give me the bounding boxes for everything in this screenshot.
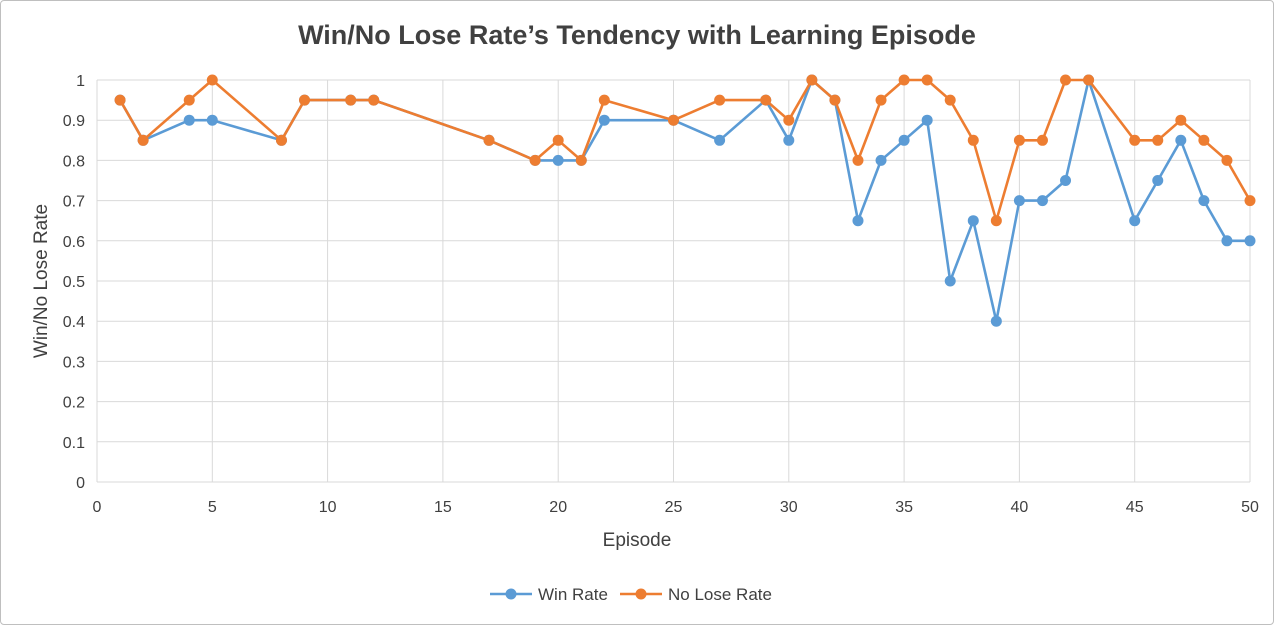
x-tick-label: 5 (208, 499, 217, 516)
data-point (552, 154, 564, 166)
data-point (898, 134, 910, 146)
y-tick-label: 0.5 (63, 274, 85, 291)
x-tick-labels: 0 5 10 15 20 25 30 35 40 45 50 (93, 499, 1259, 516)
legend-item: No Lose Rate (620, 585, 772, 604)
data-point (714, 134, 726, 146)
data-point (898, 74, 910, 86)
data-point (921, 114, 933, 126)
data-point (990, 215, 1002, 227)
y-tick-label: 0.9 (63, 113, 85, 130)
data-point (206, 114, 218, 126)
y-tick-label: 0.7 (63, 194, 85, 211)
legend-label: No Lose Rate (668, 585, 772, 604)
x-tick-label: 0 (93, 499, 102, 516)
data-point (1013, 195, 1025, 207)
legend-swatch-marker (635, 588, 647, 600)
gridlines (96, 79, 1251, 483)
data-point (714, 94, 726, 106)
data-point (368, 94, 380, 106)
y-tick-label: 0.8 (63, 153, 85, 170)
data-point (183, 94, 195, 106)
data-point (1221, 154, 1233, 166)
data-point (1198, 195, 1210, 207)
data-point (1152, 175, 1164, 186)
data-point (990, 315, 1002, 327)
x-tick-label: 20 (549, 499, 567, 516)
data-point (529, 154, 541, 166)
data-point (1244, 195, 1256, 207)
y-tick-label: 0.2 (63, 395, 85, 412)
y-axis-label: Win/No Lose Rate (31, 204, 52, 358)
legend-label: Win Rate (538, 585, 608, 604)
data-point (921, 74, 933, 86)
data-point (875, 94, 887, 106)
data-point (1129, 134, 1141, 146)
data-point (575, 154, 587, 166)
data-point (783, 134, 795, 146)
y-tick-label: 0 (76, 475, 85, 492)
data-point (1083, 74, 1095, 86)
legend: Win Rate No Lose Rate (490, 585, 772, 604)
data-point (668, 114, 679, 126)
data-point (1175, 134, 1187, 146)
chart-title: Win/No Lose Rate’s Tendency with Learnin… (298, 20, 976, 50)
series-1 (114, 74, 1256, 227)
data-point (598, 114, 610, 126)
x-tick-label: 45 (1126, 499, 1144, 516)
data-point (760, 94, 772, 106)
data-point (783, 114, 795, 126)
y-tick-labels: 0 0.1 0.2 0.3 0.4 0.5 0.6 0.7 0.8 0.9 1 (63, 73, 85, 492)
x-tick-label: 35 (895, 499, 913, 516)
data-point (1060, 175, 1072, 186)
data-point (483, 134, 495, 146)
data-point (1198, 134, 1210, 146)
y-tick-label: 0.4 (63, 314, 85, 331)
data-point (1013, 134, 1025, 146)
data-point (1036, 134, 1048, 146)
data-point (1036, 195, 1048, 207)
x-axis-label: Episode (603, 530, 672, 551)
data-point (206, 74, 218, 86)
data-point (1175, 114, 1187, 126)
x-tick-label: 40 (1011, 499, 1029, 516)
y-tick-label: 0.3 (63, 354, 85, 371)
data-point (137, 134, 149, 146)
y-tick-label: 0.1 (63, 435, 85, 452)
x-tick-label: 10 (319, 499, 337, 516)
legend-swatch-marker (505, 588, 517, 600)
data-point (1060, 74, 1072, 86)
data-point (598, 94, 610, 106)
legend-item: Win Rate (490, 585, 608, 604)
y-tick-label: 0.6 (63, 234, 85, 251)
data-point (852, 154, 864, 166)
data-point (944, 275, 956, 287)
data-point (1152, 134, 1164, 146)
data-point (852, 215, 864, 227)
series-line (118, 78, 1252, 222)
data-point (1221, 235, 1233, 247)
data-point (875, 154, 887, 166)
data-point (967, 134, 979, 146)
x-tick-label: 15 (434, 499, 452, 516)
data-point (944, 94, 956, 106)
data-point (275, 134, 287, 146)
data-point (1244, 235, 1256, 247)
data-point (345, 94, 357, 106)
y-tick-label: 1 (76, 73, 85, 90)
data-point (1129, 215, 1141, 227)
data-point (552, 134, 564, 146)
x-tick-label: 25 (665, 499, 683, 516)
data-point (806, 74, 818, 86)
data-point (829, 94, 841, 106)
x-tick-label: 30 (780, 499, 798, 516)
data-point (114, 94, 126, 106)
data-point (299, 94, 311, 106)
series-group (114, 74, 1256, 327)
x-tick-label: 50 (1241, 499, 1259, 516)
data-point (183, 114, 195, 126)
data-point (967, 215, 979, 227)
